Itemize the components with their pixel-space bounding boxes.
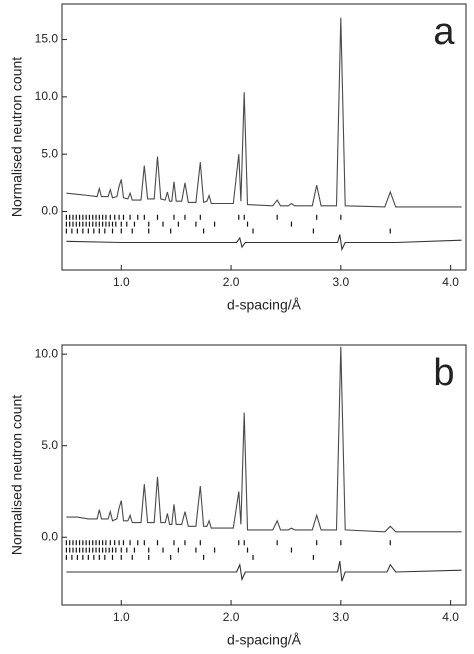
plot-frame xyxy=(61,344,467,606)
x-tick-label: 3.0 xyxy=(333,610,350,624)
x-tick-label: 4.0 xyxy=(442,610,459,624)
y-axis-label: Normalised neutron count xyxy=(9,57,25,217)
x-tick-label: 1.0 xyxy=(113,275,130,289)
y-tick-label: 10.0 xyxy=(35,346,59,360)
x-axis-label: d-spacing/Å xyxy=(227,632,302,648)
profile-line xyxy=(66,346,462,533)
x-tick-label: 1.0 xyxy=(113,610,130,624)
y-tick-label: 0.0 xyxy=(41,529,58,543)
x-tick-label: 2.0 xyxy=(223,275,240,289)
profile-line xyxy=(66,560,462,582)
y-tick-label: 0.0 xyxy=(41,204,58,218)
y-axis-label: Normalised neutron count xyxy=(9,395,25,555)
x-axis-label: d-spacing/Å xyxy=(227,297,302,313)
y-tick-label: 15.0 xyxy=(35,32,59,46)
y-tick-label: 5.0 xyxy=(41,438,58,452)
x-tick-label: 2.0 xyxy=(223,610,240,624)
y-tick-label: 5.0 xyxy=(41,146,58,160)
plot-frame xyxy=(61,3,467,271)
x-tick-label: 4.0 xyxy=(442,275,459,289)
panel-label: b xyxy=(433,352,454,394)
x-tick-label: 3.0 xyxy=(333,275,350,289)
panel-label: a xyxy=(433,11,455,53)
profile-line xyxy=(66,17,462,208)
profile-line xyxy=(66,234,462,252)
y-tick-label: 10.0 xyxy=(35,89,59,103)
